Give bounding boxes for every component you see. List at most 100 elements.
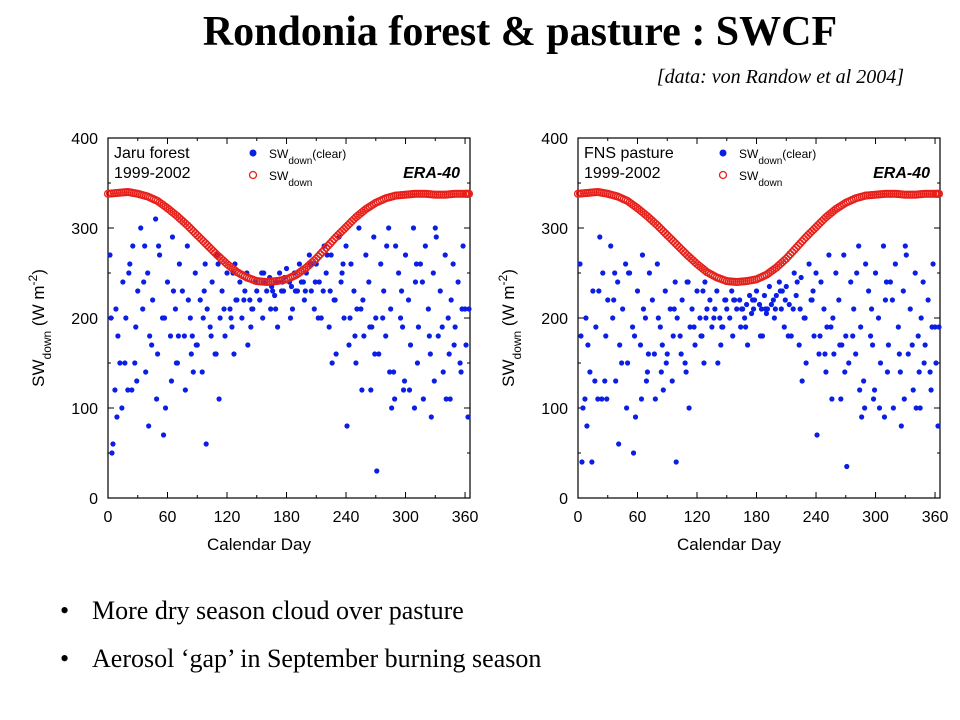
clear-sky-point	[674, 315, 680, 321]
clear-sky-point	[694, 288, 700, 294]
clear-sky-point	[742, 315, 748, 321]
x-tick-label: 0	[574, 509, 583, 526]
clear-sky-point	[264, 288, 270, 294]
clear-sky-point	[918, 315, 924, 321]
clear-sky-point	[300, 279, 306, 285]
clear-sky-point	[216, 396, 222, 402]
clear-sky-point	[117, 360, 123, 366]
panel-label: FNS pasture	[584, 145, 674, 162]
bullet-list: • More dry season cloud over pasture • Aer…	[60, 596, 541, 692]
clear-sky-point	[679, 297, 685, 303]
clear-sky-point	[617, 342, 623, 348]
clear-sky-point	[312, 279, 318, 285]
clear-sky-point	[602, 378, 608, 384]
clear-sky-point	[608, 243, 614, 249]
clear-sky-point	[229, 324, 235, 330]
clear-sky-point	[181, 333, 187, 339]
clear-sky-point	[927, 369, 933, 375]
clear-sky-point	[624, 360, 631, 366]
clear-sky-point	[389, 405, 395, 411]
clear-sky-point	[386, 225, 392, 231]
clear-sky-point	[905, 351, 911, 357]
clear-sky-point	[233, 297, 239, 303]
clear-sky-point	[890, 405, 896, 411]
clear-sky-point	[623, 405, 630, 411]
x-tick-label: 360	[452, 509, 479, 526]
clear-sky-point	[402, 252, 409, 258]
clear-sky-point	[593, 324, 599, 330]
clear-sky-point	[768, 301, 774, 308]
clear-sky-point	[222, 333, 228, 339]
clear-sky-point	[182, 387, 188, 393]
clear-sky-point	[654, 261, 660, 267]
clear-sky-point	[831, 351, 837, 357]
clear-sky-point	[439, 324, 445, 330]
clear-sky-point	[135, 288, 141, 294]
clear-sky-point	[697, 315, 703, 321]
clear-sky-point	[762, 306, 769, 312]
clear-sky-point	[242, 288, 248, 294]
panel-period: 1999-2002	[114, 165, 191, 182]
clear-sky-point	[917, 405, 923, 411]
x-tick-label: 180	[273, 509, 300, 526]
clear-sky-point	[346, 342, 352, 348]
era40-point	[786, 250, 795, 259]
clear-sky-point	[422, 243, 428, 249]
clear-sky-point	[428, 414, 434, 420]
clear-sky-point	[376, 351, 382, 357]
clear-sky-point	[373, 315, 379, 321]
clear-sky-point	[724, 306, 730, 312]
clear-sky-point	[328, 252, 334, 258]
y-tick-label: 400	[541, 131, 568, 148]
clear-sky-point	[814, 432, 820, 438]
x-axis-title: Calendar Day	[677, 535, 781, 554]
clear-sky-point	[110, 441, 116, 447]
clear-sky-point	[799, 378, 805, 384]
clear-sky-point	[830, 315, 836, 321]
clear-sky-point	[817, 333, 823, 339]
clear-sky-point	[836, 297, 842, 303]
clear-sky-point	[260, 315, 266, 321]
y-tick-label: 300	[71, 221, 98, 238]
clear-sky-point	[862, 405, 868, 411]
clear-sky-point	[718, 342, 724, 348]
clear-sky-point	[838, 396, 844, 402]
clear-sky-point	[184, 243, 190, 249]
clear-sky-point	[142, 243, 148, 249]
clear-sky-point	[701, 360, 707, 366]
clear-sky-point	[176, 261, 183, 267]
clear-sky-point	[333, 351, 339, 357]
clear-sky-point	[640, 306, 647, 312]
clear-sky-point	[734, 306, 740, 312]
clear-sky-point	[818, 279, 824, 285]
clear-sky-point	[861, 378, 867, 384]
clear-sky-point	[384, 243, 390, 249]
clear-sky-point	[353, 360, 359, 366]
clear-sky-point	[773, 292, 779, 299]
clear-sky-point	[296, 261, 303, 267]
clear-sky-point	[108, 315, 114, 321]
clear-sky-point	[756, 301, 763, 308]
clear-sky-point	[189, 333, 195, 339]
clear-sky-point	[432, 225, 438, 231]
clear-sky-point	[685, 279, 691, 285]
clear-sky-point	[936, 324, 942, 330]
clear-sky-point	[261, 270, 267, 276]
clear-sky-point	[875, 315, 882, 321]
clear-sky-point	[161, 315, 168, 321]
clear-sky-point	[344, 423, 350, 429]
clear-sky-point	[652, 396, 658, 402]
clear-sky-point	[579, 459, 585, 465]
clear-sky-point	[811, 333, 817, 339]
clear-sky-point	[109, 450, 115, 456]
legend-label-clear: SWdown(clear)	[269, 147, 346, 167]
clear-sky-point	[459, 306, 465, 312]
clear-sky-point	[689, 306, 695, 312]
clear-sky-point	[753, 288, 760, 294]
y-tick-label: 0	[89, 491, 98, 508]
clear-sky-point	[826, 252, 832, 258]
clear-sky-point	[841, 252, 847, 258]
clear-sky-point	[806, 261, 812, 267]
clear-sky-point	[134, 378, 140, 384]
clear-sky-point	[125, 387, 131, 393]
